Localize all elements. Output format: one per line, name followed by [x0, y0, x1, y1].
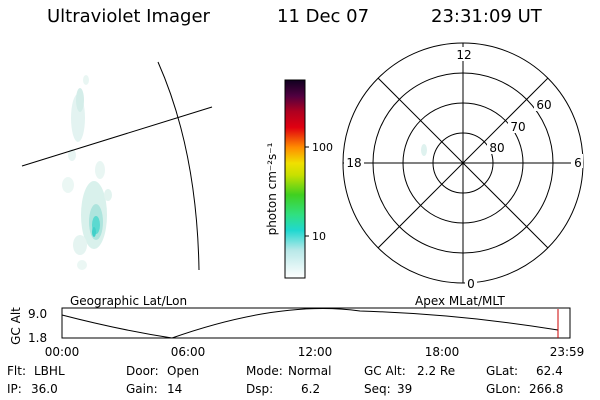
- gc-altitude-value: 2.2 Re: [417, 364, 456, 378]
- mlt-label-18: 18: [346, 156, 361, 170]
- door-info: Door: Open: [126, 364, 199, 378]
- dsp-info: Dsp: 6.2: [246, 382, 320, 396]
- gain-label: Gain:: [126, 382, 158, 396]
- mlt-label-12: 12: [456, 48, 471, 62]
- geo-grid-line-curved: [157, 61, 200, 271]
- dsp-value: 6.2: [301, 382, 321, 396]
- altitude-tick-1-8: 1.8: [28, 331, 47, 345]
- geographic-image: [21, 61, 213, 271]
- apex-projection-label: Apex MLat/MLT: [415, 294, 505, 308]
- filter-label: Flt:: [7, 364, 26, 378]
- glon-label: GLon:: [486, 382, 521, 396]
- colorbar-unit-label: photon cm⁻²s⁻¹: [265, 142, 279, 235]
- mlt-label-6: 6: [574, 156, 582, 170]
- colorbar-tick-10: 10: [312, 230, 326, 243]
- mode-info: Mode: Normal: [246, 364, 331, 378]
- instrument-name: Ultraviolet Imager: [47, 6, 210, 27]
- geographic-projection-label: Geographic Lat/Lon: [70, 294, 187, 308]
- seq-value: 39: [397, 382, 413, 396]
- geo-grid-line-horizontal: [21, 106, 213, 167]
- glat-value: 62.4: [536, 364, 563, 378]
- time-tick-2359: 23:59: [550, 345, 585, 359]
- filter-value: LBHL: [34, 364, 65, 378]
- glat-info: GLat: 62.4: [486, 364, 563, 378]
- intensity-colorbar: 100 10 photon cm⁻²s⁻¹: [265, 79, 333, 279]
- lat-label-60: 60: [536, 98, 551, 112]
- polar-labels: 12 18 6 0 60 70 80: [344, 47, 583, 291]
- ip-label: IP:: [7, 382, 22, 396]
- ip-value: 36.0: [31, 382, 58, 396]
- time-tick-0000: 00:00: [45, 345, 80, 359]
- time-tick-1800: 18:00: [425, 345, 460, 359]
- altitude-axis-label: GC Alt: [9, 307, 23, 345]
- seq-info: Seq: 39: [364, 382, 412, 396]
- observation-time: 23:31:09 UT: [431, 6, 542, 27]
- altitude-trace: [61, 308, 559, 339]
- gc-altitude-label: GC Alt:: [364, 364, 406, 378]
- altitude-strip-chart: 9.0 1.8 GC Alt 00:00 06:00 12:00 18:00 2…: [9, 307, 584, 359]
- door-value: Open: [167, 364, 200, 378]
- dsp-label: Dsp:: [246, 382, 274, 396]
- seq-label: Seq:: [364, 382, 391, 396]
- time-tick-1200: 12:00: [298, 345, 333, 359]
- lat-label-80: 80: [489, 141, 504, 155]
- ip-info: IP: 36.0: [7, 382, 58, 396]
- glon-value: 266.8: [529, 382, 564, 396]
- mode-label: Mode:: [246, 364, 283, 378]
- mode-value: Normal: [288, 364, 332, 378]
- gc-altitude-info: GC Alt: 2.2 Re: [364, 364, 455, 378]
- aurora-emission: [62, 75, 112, 270]
- door-label: Door:: [126, 364, 159, 378]
- altitude-tick-9: 9.0: [28, 307, 47, 321]
- colorbar-tick-100: 100: [312, 141, 333, 154]
- filter-info: Flt: LBHL: [7, 364, 65, 378]
- lat-label-70: 70: [510, 120, 525, 134]
- gain-value: 14: [167, 382, 183, 396]
- glon-info: GLon: 266.8: [486, 382, 563, 396]
- glat-label: GLat:: [486, 364, 519, 378]
- title-bar: Ultraviolet Imager 11 Dec 07 23:31:09 UT: [0, 6, 600, 30]
- gain-info: Gain: 14: [126, 382, 182, 396]
- observation-date: 11 Dec 07: [277, 6, 370, 27]
- polar-plot: [342, 42, 584, 284]
- time-tick-0600: 06:00: [171, 345, 206, 359]
- mlt-label-0: 0: [467, 277, 475, 291]
